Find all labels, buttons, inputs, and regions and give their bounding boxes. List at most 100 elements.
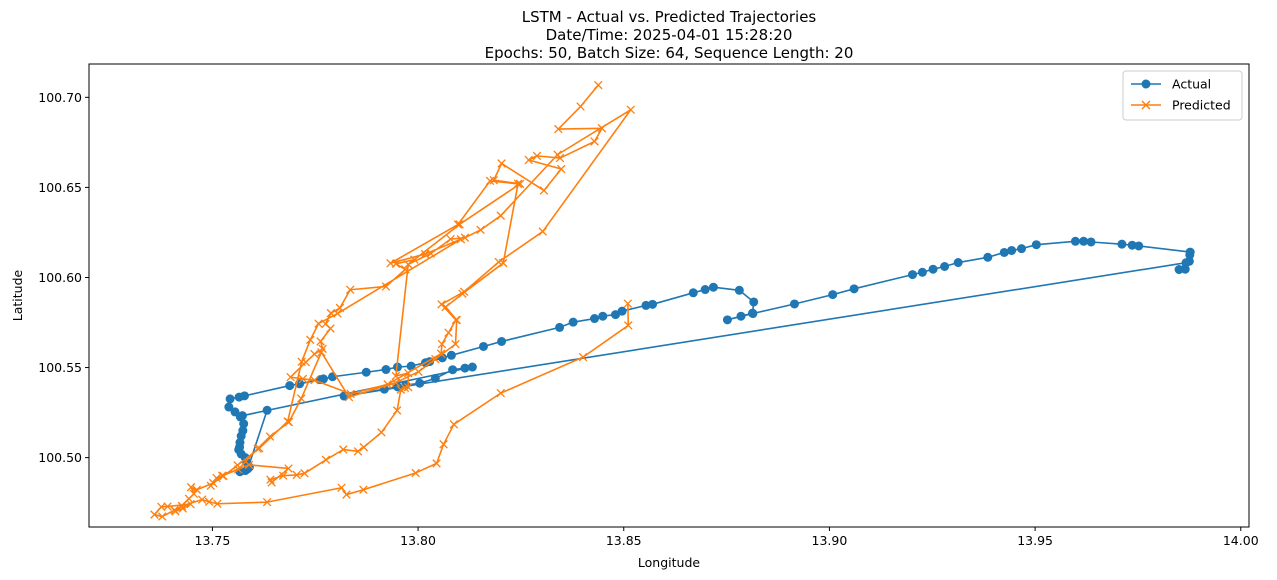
- y-tick-label-2: 100.60: [38, 270, 82, 285]
- actual-point-65: [430, 373, 440, 383]
- predicted-point-18: [345, 285, 355, 294]
- actual-point-53: [1134, 241, 1144, 251]
- predicted-point-100: [186, 482, 196, 492]
- actual-point-40: [928, 264, 938, 274]
- actual-point-11: [406, 361, 416, 371]
- predicted-point-10: [497, 159, 506, 168]
- actual-point-45: [1007, 245, 1017, 255]
- actual-point-33: [722, 315, 732, 325]
- predicted-point-40: [626, 105, 636, 115]
- predicted-point-112: [197, 495, 207, 504]
- predicted-point-108: [150, 510, 159, 519]
- predicted-point-116: [337, 483, 346, 492]
- predicted-point-45: [446, 234, 455, 244]
- predicted-point-14: [410, 255, 419, 264]
- predicted-point-118: [359, 485, 368, 494]
- actual-point-68: [467, 362, 477, 372]
- predicted-point-113: [204, 497, 214, 507]
- predicted-point-62: [266, 475, 275, 484]
- actual-point-52: [1127, 240, 1137, 250]
- actual-point-50: [1086, 237, 1096, 247]
- predicted-point-126: [623, 299, 633, 308]
- actual-point-86: [262, 405, 272, 415]
- actual-point-66: [448, 365, 458, 375]
- predicted-point-122: [449, 420, 459, 429]
- actual-point-41: [940, 261, 950, 271]
- predicted-point-53: [392, 406, 402, 415]
- predicted-point-2: [554, 124, 563, 134]
- actual-point-48: [1070, 236, 1080, 246]
- predicted-point-63: [267, 478, 276, 487]
- predicted-point-12: [515, 179, 525, 189]
- predicted-point-9: [539, 186, 549, 195]
- y-tick-label-4: 100.70: [38, 90, 82, 105]
- series-layer: [150, 80, 1195, 521]
- predicted-point-42: [496, 211, 506, 220]
- actual-point-28: [708, 282, 718, 292]
- actual-point-42: [953, 258, 963, 268]
- actual-point-70: [224, 402, 234, 412]
- predicted-point-114: [213, 499, 222, 509]
- predicted-point-41: [553, 150, 562, 159]
- predicted-point-23: [316, 337, 325, 346]
- predicted-point-60: [292, 470, 301, 480]
- predicted-point-111: [177, 501, 187, 511]
- predicted-point-8: [556, 164, 566, 174]
- predicted-point-39: [538, 227, 547, 236]
- x-tick-label-0: 13.75: [195, 533, 231, 548]
- legend-predicted-marker: [1141, 100, 1151, 110]
- predicted-point-120: [432, 459, 441, 468]
- actual-point-38: [908, 270, 918, 280]
- actual-point-35: [789, 299, 799, 309]
- predicted-point-65: [244, 460, 254, 470]
- predicted-point-81: [441, 302, 450, 312]
- chart-title-line-1: LSTM - Actual vs. Predicted Trajectories: [522, 8, 817, 26]
- predicted-point-90: [333, 309, 342, 318]
- predicted-point-99: [192, 485, 202, 494]
- predicted-point-80: [452, 315, 462, 325]
- predicted-point-49: [403, 368, 413, 378]
- y-axis-label: Latitude: [10, 269, 25, 321]
- predicted-point-16: [401, 265, 410, 274]
- predicted-point-102: [184, 494, 194, 503]
- actual-point-15: [446, 350, 456, 360]
- predicted-point-97: [219, 471, 228, 481]
- actual-point-37: [849, 284, 859, 294]
- predicted-point-88: [420, 249, 430, 259]
- predicted-point-68: [212, 473, 221, 483]
- predicted-point-47: [403, 260, 413, 269]
- x-tick-label-1: 13.80: [400, 533, 436, 548]
- actual-point-2: [239, 391, 249, 401]
- predicted-point-123: [496, 388, 506, 398]
- actual-point-36: [828, 290, 838, 300]
- predicted-point-86: [453, 220, 463, 229]
- predicted-point-98: [208, 478, 218, 488]
- predicted-point-83: [498, 258, 508, 268]
- predicted-point-85: [485, 176, 495, 186]
- predicted-point-7: [524, 155, 533, 165]
- predicted-point-75: [344, 392, 354, 402]
- y-tick-label-1: 100.55: [38, 360, 82, 375]
- predicted-point-1: [576, 102, 585, 111]
- predicted-point-55: [359, 442, 369, 452]
- predicted-point-25: [310, 349, 319, 359]
- predicted-point-22: [326, 324, 335, 333]
- y-axis: 100.50 100.55 100.60 100.65 100.70: [38, 90, 89, 465]
- actual-point-59: [1181, 258, 1191, 268]
- actual-point-58: [1174, 265, 1184, 275]
- predicted-point-20: [326, 308, 336, 318]
- actual-point-8: [361, 367, 371, 377]
- predicted-point-64: [284, 464, 293, 473]
- predicted-point-34: [444, 328, 453, 337]
- actual-point-25: [648, 299, 658, 309]
- predicted-point-91: [314, 319, 323, 328]
- predicted-point-43: [476, 225, 485, 235]
- plot-frame: [88, 63, 1250, 528]
- predicted-point-89: [456, 235, 466, 244]
- predicted-point-84: [513, 179, 523, 189]
- actual-point-73: [239, 419, 249, 429]
- actual-point-32: [736, 311, 746, 321]
- predicted-point-36: [437, 300, 446, 309]
